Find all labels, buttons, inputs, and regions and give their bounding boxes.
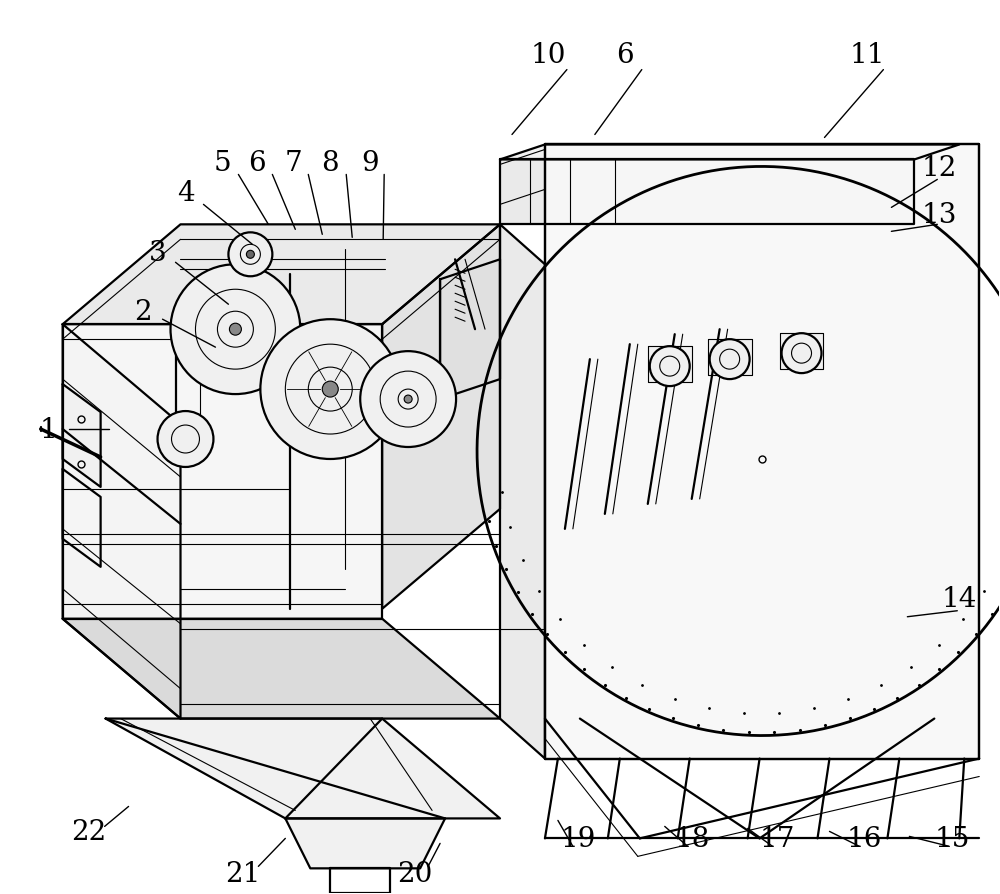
Circle shape [322,382,338,398]
Polygon shape [63,384,101,487]
Text: 6: 6 [616,42,634,69]
Text: 20: 20 [397,860,433,887]
Polygon shape [500,225,545,759]
Circle shape [710,340,750,380]
Text: 16: 16 [847,825,882,852]
Text: 2: 2 [134,299,151,325]
Polygon shape [106,719,500,819]
Text: 17: 17 [760,825,795,852]
Text: 6: 6 [249,150,266,177]
Polygon shape [500,160,914,225]
Polygon shape [545,146,979,759]
Text: 18: 18 [675,825,710,852]
Text: 19: 19 [560,825,596,852]
Circle shape [171,265,300,394]
Text: 13: 13 [922,202,957,229]
Polygon shape [500,146,959,160]
Text: 14: 14 [942,586,977,612]
Polygon shape [285,819,445,868]
Polygon shape [382,225,500,609]
Polygon shape [648,347,692,383]
Circle shape [360,351,456,448]
Text: 22: 22 [71,818,106,845]
Circle shape [228,233,272,277]
Text: 8: 8 [321,150,339,177]
Circle shape [246,251,254,259]
Circle shape [158,411,213,468]
Polygon shape [63,325,382,619]
Text: 15: 15 [935,825,970,852]
Text: 21: 21 [225,860,260,887]
Circle shape [650,347,690,387]
Polygon shape [63,225,500,325]
Circle shape [404,396,412,403]
Polygon shape [63,325,180,719]
Polygon shape [63,619,500,719]
Text: 9: 9 [361,150,379,177]
Text: 7: 7 [284,150,302,177]
Polygon shape [780,333,823,370]
Text: 11: 11 [850,42,885,69]
Text: 5: 5 [214,150,231,177]
Text: 4: 4 [177,180,194,207]
Text: 12: 12 [922,155,957,181]
Circle shape [260,320,400,460]
Text: 10: 10 [530,42,566,69]
Polygon shape [708,340,752,375]
Circle shape [782,333,822,374]
Text: 3: 3 [149,240,166,266]
Text: 1: 1 [40,416,58,443]
Circle shape [229,324,241,336]
Polygon shape [63,469,101,567]
Polygon shape [440,260,500,400]
